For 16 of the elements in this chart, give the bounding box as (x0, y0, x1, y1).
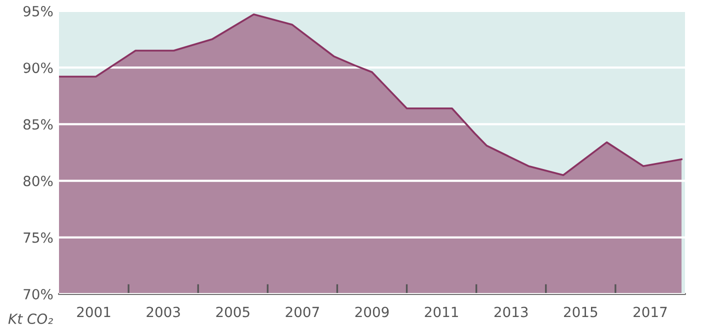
x-tick-label: 2007 (286, 306, 319, 318)
x-tick-label: 2003 (146, 306, 180, 318)
y-axis-title: Kt CO₂ (8, 314, 53, 324)
y-tick-label: 70% (24, 288, 53, 300)
x-tick-label: 2017 (634, 306, 667, 318)
x-tick-label: 2011 (424, 306, 458, 318)
x-tick-label: 2015 (564, 306, 598, 318)
y-tick-label: 85% (24, 119, 53, 130)
x-tick-label: 2001 (77, 306, 110, 318)
y-tick-label: 95% (23, 6, 53, 16)
x-tick-label: 2005 (216, 306, 250, 318)
y-tick-label: 80% (24, 176, 53, 186)
y-tick-label: 90% (23, 62, 53, 74)
x-tick-label: 2013 (494, 306, 528, 318)
y-tick-label: 75% (24, 232, 53, 243)
x-tick-label: 2009 (355, 306, 389, 318)
